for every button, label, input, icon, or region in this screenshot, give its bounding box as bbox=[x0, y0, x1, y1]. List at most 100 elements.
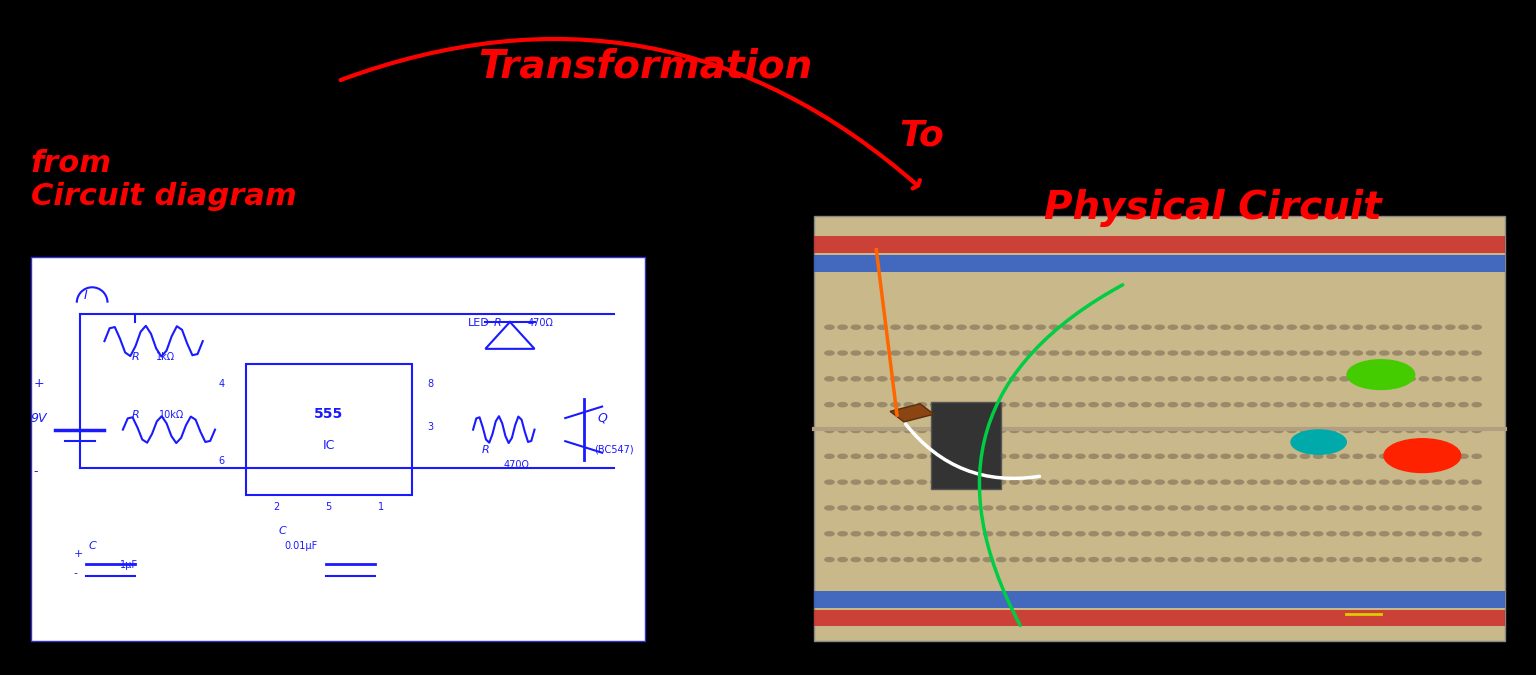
Circle shape bbox=[1115, 454, 1124, 458]
Circle shape bbox=[905, 480, 914, 484]
Circle shape bbox=[1235, 454, 1244, 458]
Circle shape bbox=[851, 532, 860, 536]
Circle shape bbox=[1181, 558, 1190, 562]
Text: 5: 5 bbox=[326, 502, 332, 512]
Circle shape bbox=[917, 377, 926, 381]
Circle shape bbox=[839, 325, 848, 329]
Circle shape bbox=[1115, 402, 1124, 406]
Circle shape bbox=[1155, 429, 1164, 433]
Circle shape bbox=[1405, 558, 1415, 562]
Circle shape bbox=[1353, 377, 1362, 381]
Circle shape bbox=[877, 402, 886, 406]
Circle shape bbox=[917, 480, 926, 484]
Circle shape bbox=[1207, 325, 1217, 329]
Circle shape bbox=[957, 480, 966, 484]
Circle shape bbox=[839, 506, 848, 510]
Circle shape bbox=[891, 532, 900, 536]
Circle shape bbox=[1141, 402, 1150, 406]
Circle shape bbox=[1339, 558, 1349, 562]
Circle shape bbox=[851, 454, 860, 458]
Circle shape bbox=[1181, 402, 1190, 406]
Circle shape bbox=[1181, 480, 1190, 484]
Circle shape bbox=[983, 351, 992, 355]
Circle shape bbox=[943, 377, 952, 381]
Circle shape bbox=[905, 454, 914, 458]
Circle shape bbox=[971, 506, 980, 510]
Circle shape bbox=[1063, 454, 1072, 458]
Circle shape bbox=[1313, 480, 1322, 484]
Circle shape bbox=[1129, 454, 1138, 458]
Circle shape bbox=[1471, 402, 1481, 406]
Circle shape bbox=[1181, 351, 1190, 355]
Circle shape bbox=[905, 351, 914, 355]
Text: To: To bbox=[899, 118, 945, 152]
Circle shape bbox=[1235, 402, 1244, 406]
Circle shape bbox=[1290, 430, 1346, 454]
Circle shape bbox=[1037, 377, 1046, 381]
Circle shape bbox=[1221, 429, 1230, 433]
Circle shape bbox=[1339, 429, 1349, 433]
Circle shape bbox=[1169, 325, 1178, 329]
Circle shape bbox=[1393, 532, 1402, 536]
Circle shape bbox=[851, 480, 860, 484]
Circle shape bbox=[1287, 377, 1296, 381]
Circle shape bbox=[1129, 429, 1138, 433]
Circle shape bbox=[1459, 506, 1468, 510]
Circle shape bbox=[891, 506, 900, 510]
Circle shape bbox=[1339, 480, 1349, 484]
Circle shape bbox=[1471, 351, 1481, 355]
Circle shape bbox=[931, 402, 940, 406]
Circle shape bbox=[1273, 480, 1283, 484]
Circle shape bbox=[1405, 429, 1415, 433]
Circle shape bbox=[1367, 532, 1376, 536]
Circle shape bbox=[1181, 506, 1190, 510]
Circle shape bbox=[957, 402, 966, 406]
Circle shape bbox=[1393, 480, 1402, 484]
Circle shape bbox=[1433, 480, 1442, 484]
Circle shape bbox=[1181, 429, 1190, 433]
Circle shape bbox=[1384, 439, 1461, 472]
Circle shape bbox=[1433, 454, 1442, 458]
Circle shape bbox=[983, 402, 992, 406]
Circle shape bbox=[997, 506, 1006, 510]
Circle shape bbox=[1367, 351, 1376, 355]
Circle shape bbox=[825, 351, 834, 355]
Circle shape bbox=[1235, 351, 1244, 355]
Circle shape bbox=[865, 325, 874, 329]
Circle shape bbox=[1089, 558, 1098, 562]
Circle shape bbox=[1247, 454, 1256, 458]
Circle shape bbox=[1063, 377, 1072, 381]
Circle shape bbox=[917, 351, 926, 355]
Circle shape bbox=[1235, 325, 1244, 329]
Circle shape bbox=[1445, 325, 1455, 329]
Circle shape bbox=[1169, 402, 1178, 406]
Circle shape bbox=[1353, 325, 1362, 329]
Circle shape bbox=[1379, 480, 1389, 484]
Circle shape bbox=[1313, 506, 1322, 510]
Text: 8: 8 bbox=[427, 379, 433, 389]
Circle shape bbox=[1195, 402, 1204, 406]
Circle shape bbox=[1115, 480, 1124, 484]
Circle shape bbox=[943, 532, 952, 536]
Circle shape bbox=[1129, 325, 1138, 329]
Circle shape bbox=[1075, 351, 1084, 355]
Circle shape bbox=[1353, 532, 1362, 536]
Circle shape bbox=[1367, 480, 1376, 484]
Circle shape bbox=[1221, 351, 1230, 355]
Circle shape bbox=[1221, 506, 1230, 510]
Circle shape bbox=[1471, 532, 1481, 536]
Circle shape bbox=[1049, 325, 1058, 329]
Circle shape bbox=[1327, 558, 1336, 562]
Circle shape bbox=[1433, 558, 1442, 562]
Circle shape bbox=[1023, 558, 1032, 562]
Circle shape bbox=[1235, 558, 1244, 562]
Circle shape bbox=[877, 480, 886, 484]
Text: -: - bbox=[34, 466, 38, 479]
Circle shape bbox=[1207, 532, 1217, 536]
Circle shape bbox=[1367, 402, 1376, 406]
Circle shape bbox=[1419, 454, 1428, 458]
Circle shape bbox=[851, 429, 860, 433]
Circle shape bbox=[1247, 532, 1256, 536]
Circle shape bbox=[1049, 429, 1058, 433]
Text: 4: 4 bbox=[218, 379, 224, 389]
